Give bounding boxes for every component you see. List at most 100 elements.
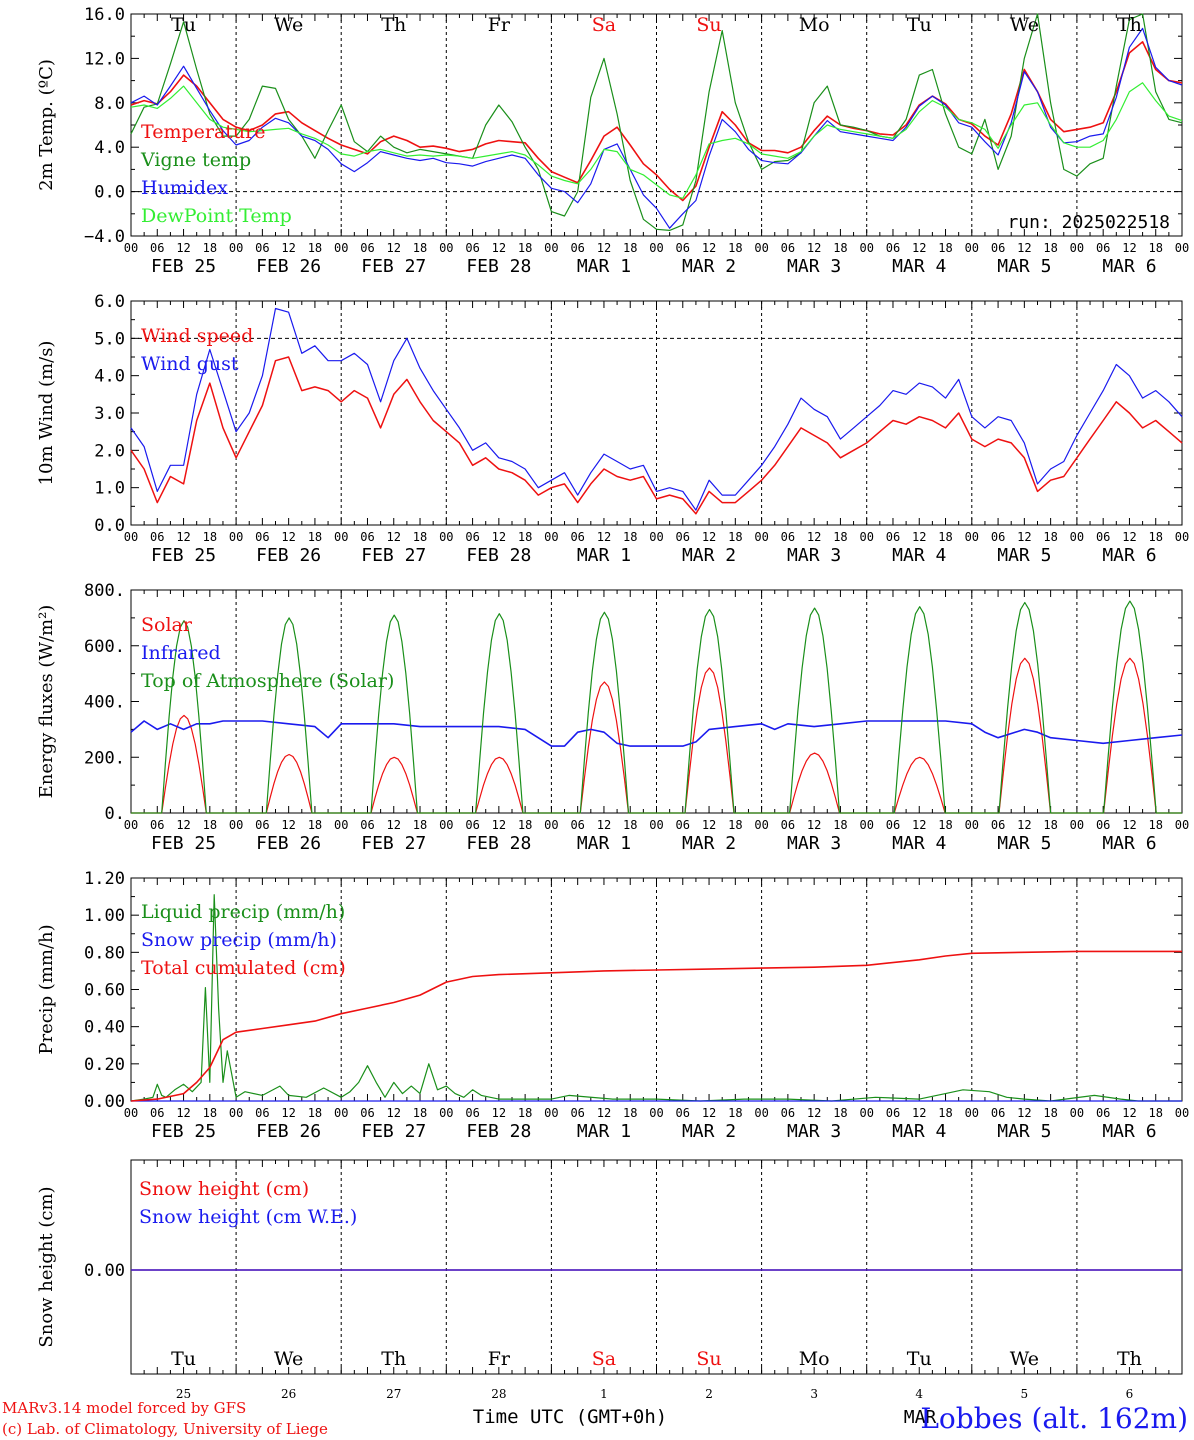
date-label: FEB 28: [466, 545, 531, 566]
hour-tick-label: 18: [728, 530, 742, 544]
hour-tick-label: 18: [518, 241, 532, 255]
y-tick-label: 1.0: [94, 479, 125, 499]
legend-entry: Wind speed: [141, 325, 253, 347]
hour-tick-label: 12: [1122, 1106, 1136, 1120]
day-name: Tu: [907, 1348, 932, 1370]
date-label: MAR 2: [682, 1121, 736, 1142]
date-label: MAR 4: [892, 833, 946, 854]
date-label: FEB 25: [151, 833, 216, 854]
legend-entry: Top of Atmosphere (Solar): [141, 670, 394, 692]
date-label: MAR 4: [892, 545, 946, 566]
hour-tick-label: 06: [676, 818, 690, 832]
hour-tick-label: 06: [255, 1106, 269, 1120]
date-label: FEB 25: [151, 545, 216, 566]
hour-tick-label: 12: [176, 241, 190, 255]
day-name: Tu: [171, 1348, 196, 1370]
hour-tick-label: 00: [229, 818, 243, 832]
hour-tick-label: 18: [1043, 1106, 1057, 1120]
hour-tick-label: 00: [544, 530, 558, 544]
y-tick-label: 4.0: [94, 138, 125, 158]
hour-tick-label: 12: [597, 530, 611, 544]
y-tick-label: 0.00: [84, 1261, 125, 1281]
hour-tick-label: 18: [203, 241, 217, 255]
date-label: FEB 25: [151, 1121, 216, 1142]
hour-tick-label: 18: [203, 530, 217, 544]
hour-tick-label: 18: [728, 818, 742, 832]
series-line: [130, 82, 1183, 199]
hour-tick-label: 12: [492, 818, 506, 832]
hour-tick-label: 00: [544, 241, 558, 255]
hour-tick-label: 18: [833, 530, 847, 544]
hour-tick-label: 06: [781, 241, 795, 255]
hour-tick-label: 06: [255, 818, 269, 832]
y-axis-label: Snow height (cm): [36, 1186, 57, 1347]
hour-tick-label: 18: [308, 818, 322, 832]
day-name: Tu: [907, 14, 932, 36]
hour-tick-label: 00: [754, 818, 768, 832]
date-label: MAR 2: [682, 833, 736, 854]
hour-tick-label: 06: [781, 530, 795, 544]
hour-tick-label: 00: [1070, 818, 1084, 832]
hour-tick-label: 06: [360, 530, 374, 544]
hour-tick-label: 06: [570, 530, 584, 544]
hour-tick-label: 00: [1175, 530, 1189, 544]
hour-tick-label: 18: [938, 241, 952, 255]
hour-tick-label: 06: [465, 818, 479, 832]
hour-tick-label: 12: [176, 818, 190, 832]
hour-tick-label: 12: [1122, 818, 1136, 832]
day-name: We: [274, 14, 303, 36]
month-mark: MAR: [904, 1407, 937, 1428]
hour-tick-label: 12: [1017, 1106, 1031, 1120]
hour-tick-label: 06: [781, 818, 795, 832]
hour-tick-label: 00: [334, 818, 348, 832]
hour-tick-label: 12: [387, 241, 401, 255]
hour-tick-label: 06: [360, 1106, 374, 1120]
legend-entry: Snow precip (mm/h): [141, 929, 337, 951]
day-name: Th: [381, 14, 406, 36]
day-name: Fr: [488, 14, 511, 36]
hour-tick-label: 18: [938, 530, 952, 544]
date-label: MAR 1: [577, 545, 631, 566]
hour-tick-label: 12: [1017, 818, 1031, 832]
day-name: Th: [1117, 14, 1142, 36]
hour-tick-label: 18: [203, 1106, 217, 1120]
hour-tick-label: 18: [833, 818, 847, 832]
hour-tick-label: 00: [649, 1106, 663, 1120]
hour-tick-label: 18: [1043, 818, 1057, 832]
hour-tick-label: 00: [965, 530, 979, 544]
date-label: FEB 28: [466, 1121, 531, 1142]
hour-tick-label: 00: [124, 241, 138, 255]
day-name: Th: [1117, 1348, 1142, 1370]
hour-tick-label: 00: [544, 818, 558, 832]
hour-tick-label: 18: [1043, 241, 1057, 255]
model-credit-line2: (c) Lab. of Climatology, University of L…: [2, 1420, 328, 1438]
hour-tick-label: 06: [1096, 1106, 1110, 1120]
hour-tick-label: 18: [308, 241, 322, 255]
date-label: FEB 25: [151, 256, 216, 277]
hour-tick-label: 06: [886, 1106, 900, 1120]
y-tick-label: 3.0: [94, 404, 125, 424]
hour-tick-label: 00: [334, 530, 348, 544]
hour-tick-label: 18: [413, 818, 427, 832]
hour-tick-label: 12: [807, 818, 821, 832]
hour-tick-label: 06: [1096, 530, 1110, 544]
hour-tick-label: 18: [518, 530, 532, 544]
hour-tick-label: 00: [1175, 1106, 1189, 1120]
day-name: We: [274, 1348, 303, 1370]
hour-tick-label: 18: [623, 1106, 637, 1120]
y-tick-label: 0.80: [84, 943, 125, 963]
date-label: MAR 2: [682, 256, 736, 277]
hour-tick-label: 00: [124, 1106, 138, 1120]
hour-tick-label: 12: [1017, 530, 1031, 544]
hour-tick-label: 06: [150, 530, 164, 544]
hour-tick-label: 00: [649, 530, 663, 544]
legend-entry: Humidex: [141, 177, 228, 199]
hour-tick-label: 00: [965, 818, 979, 832]
legend-entry: Total cumulated (cm): [141, 957, 346, 979]
date-label: FEB 26: [256, 545, 321, 566]
hour-tick-label: 00: [1175, 818, 1189, 832]
date-label: FEB 26: [256, 256, 321, 277]
hour-tick-label: 12: [176, 530, 190, 544]
station-title: Lobbes (alt. 162m): [920, 1402, 1188, 1435]
